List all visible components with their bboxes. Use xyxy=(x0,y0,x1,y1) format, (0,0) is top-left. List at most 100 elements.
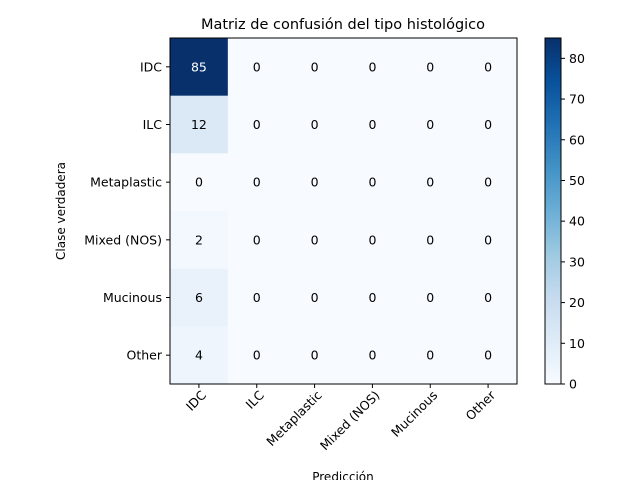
heatmap-cell xyxy=(170,153,229,212)
cell-value-label: 0 xyxy=(311,175,319,190)
heatmap-cell xyxy=(459,268,518,327)
heatmap-cell xyxy=(401,95,460,154)
heatmap-cell xyxy=(343,38,402,97)
y-tick-label: Mucinous xyxy=(103,290,162,305)
heatmap-cell xyxy=(170,95,229,154)
heatmap-cell xyxy=(285,153,344,212)
heatmap-cell xyxy=(343,326,402,385)
cell-value-label: 0 xyxy=(311,59,319,74)
cell-value-label: 0 xyxy=(253,117,261,132)
cell-value-label: 0 xyxy=(368,348,376,363)
heatmap-cell xyxy=(343,211,402,270)
cell-value-label: 0 xyxy=(426,117,434,132)
heatmap-cells xyxy=(170,38,518,385)
x-tick-label: Metaplastic xyxy=(263,387,325,449)
cell-value-label: 12 xyxy=(191,117,207,132)
cell-value-label: 0 xyxy=(253,290,261,305)
x-axis-label: Predicción xyxy=(312,470,374,480)
cell-value-label: 0 xyxy=(253,232,261,247)
cell-value-label: 0 xyxy=(311,232,319,247)
colorbar-frame xyxy=(544,37,562,385)
cell-value-label: 0 xyxy=(484,59,492,74)
cell-value-label: 0 xyxy=(484,175,492,190)
cell-value-label: 4 xyxy=(195,348,203,363)
cell-value-label: 2 xyxy=(195,232,203,247)
colorbar-tick-label: 80 xyxy=(569,51,585,66)
cell-value-label: 0 xyxy=(426,175,434,190)
heatmap-cell xyxy=(227,326,287,385)
heatmap-cell xyxy=(401,38,460,97)
heatmap-cell xyxy=(170,38,229,97)
heatmap-cell xyxy=(170,326,229,385)
cell-value-label: 0 xyxy=(484,232,492,247)
colorbar-tick-label: 0 xyxy=(569,377,577,392)
y-tick-label: Metaplastic xyxy=(90,175,162,190)
cell-value-label: 6 xyxy=(195,290,203,305)
cell-value-label: 0 xyxy=(368,59,376,74)
cell-value-label: 0 xyxy=(426,290,434,305)
colorbar-tick-label: 30 xyxy=(569,254,585,269)
colorbar-tick-label: 40 xyxy=(569,214,585,229)
y-axis: IDC ILC Metaplastic Mixed (NOS) Mucinous Othe… xyxy=(84,59,170,363)
heatmap-cell xyxy=(343,268,402,327)
heatmap-cell xyxy=(459,38,518,97)
heatmap-cell xyxy=(343,153,402,212)
y-tick-label: IDC xyxy=(140,59,162,74)
y-tick-label: Mixed (NOS) xyxy=(84,232,162,247)
cell-value-label: 0 xyxy=(253,175,261,190)
heatmap-cell xyxy=(227,153,287,212)
heatmap-cell xyxy=(401,268,460,327)
cell-value-label: 0 xyxy=(368,117,376,132)
colorbar-gradient xyxy=(545,38,561,384)
heatmap-cell xyxy=(285,95,344,154)
heatmap-cell xyxy=(170,268,229,327)
colorbar-tick-label: 60 xyxy=(569,132,585,147)
heatmap-cell xyxy=(343,95,402,154)
heatmap-cell xyxy=(285,268,344,327)
heatmap-cell xyxy=(459,326,518,385)
heatmap-cell xyxy=(459,211,518,270)
y-axis-label: Clase verdadera xyxy=(54,162,68,260)
colorbar-tick-label: 50 xyxy=(569,173,585,188)
colorbar-ticks: 0 10 20 30 40 50 60 70 80 xyxy=(561,51,585,392)
heatmap-cell xyxy=(227,211,287,270)
colorbar-tick-label: 70 xyxy=(569,92,585,107)
heatmap-cell xyxy=(170,211,229,270)
heatmap-cell xyxy=(285,211,344,270)
colorbar-tick-label: 10 xyxy=(569,336,585,351)
cell-value-label: 0 xyxy=(368,175,376,190)
cell-value-label: 0 xyxy=(426,232,434,247)
x-tick-label: Mixed (NOS) xyxy=(317,388,383,454)
cell-value-label: 85 xyxy=(191,59,207,74)
cell-value-label: 0 xyxy=(311,348,319,363)
x-tick-label: ILC xyxy=(243,387,268,412)
chart-title: Matriz de confusión del tipo histológico xyxy=(201,17,485,33)
cell-value-label: 0 xyxy=(253,59,261,74)
cell-value-label: 0 xyxy=(484,290,492,305)
heatmap-cell xyxy=(285,326,344,385)
heatmap-cell xyxy=(459,95,518,154)
cell-value-label: 0 xyxy=(253,348,261,363)
heatmap-cell xyxy=(227,38,287,97)
y-tick-label: Other xyxy=(127,348,163,363)
cell-value-label: 0 xyxy=(311,290,319,305)
x-tick-label: Mucinous xyxy=(388,388,440,440)
cell-value-label: 0 xyxy=(426,59,434,74)
colorbar-tick-label: 20 xyxy=(569,295,585,310)
cell-value-label: 0 xyxy=(368,290,376,305)
cell-value-label: 0 xyxy=(484,348,492,363)
cell-value-label: 0 xyxy=(426,348,434,363)
heatmap-cell xyxy=(401,326,460,385)
x-tick-label: IDC xyxy=(183,387,209,413)
x-tick-label: Other xyxy=(462,387,498,423)
y-tick-label: ILC xyxy=(143,117,163,132)
cell-value-label: 0 xyxy=(368,232,376,247)
heatmap-cell xyxy=(285,38,344,97)
heatmap-cell xyxy=(459,153,518,212)
cell-value-label: 0 xyxy=(195,175,203,190)
heatmap-cell xyxy=(401,153,460,212)
cell-value-labels: 85 0 0 0 0 0 12 0 0 0 0 0 0 0 0 0 0 0 2 0 0 0 0 0 6 0 0 0 0 0 4 0 0 0 0 0 xyxy=(191,59,492,362)
plot-frame xyxy=(169,37,518,385)
